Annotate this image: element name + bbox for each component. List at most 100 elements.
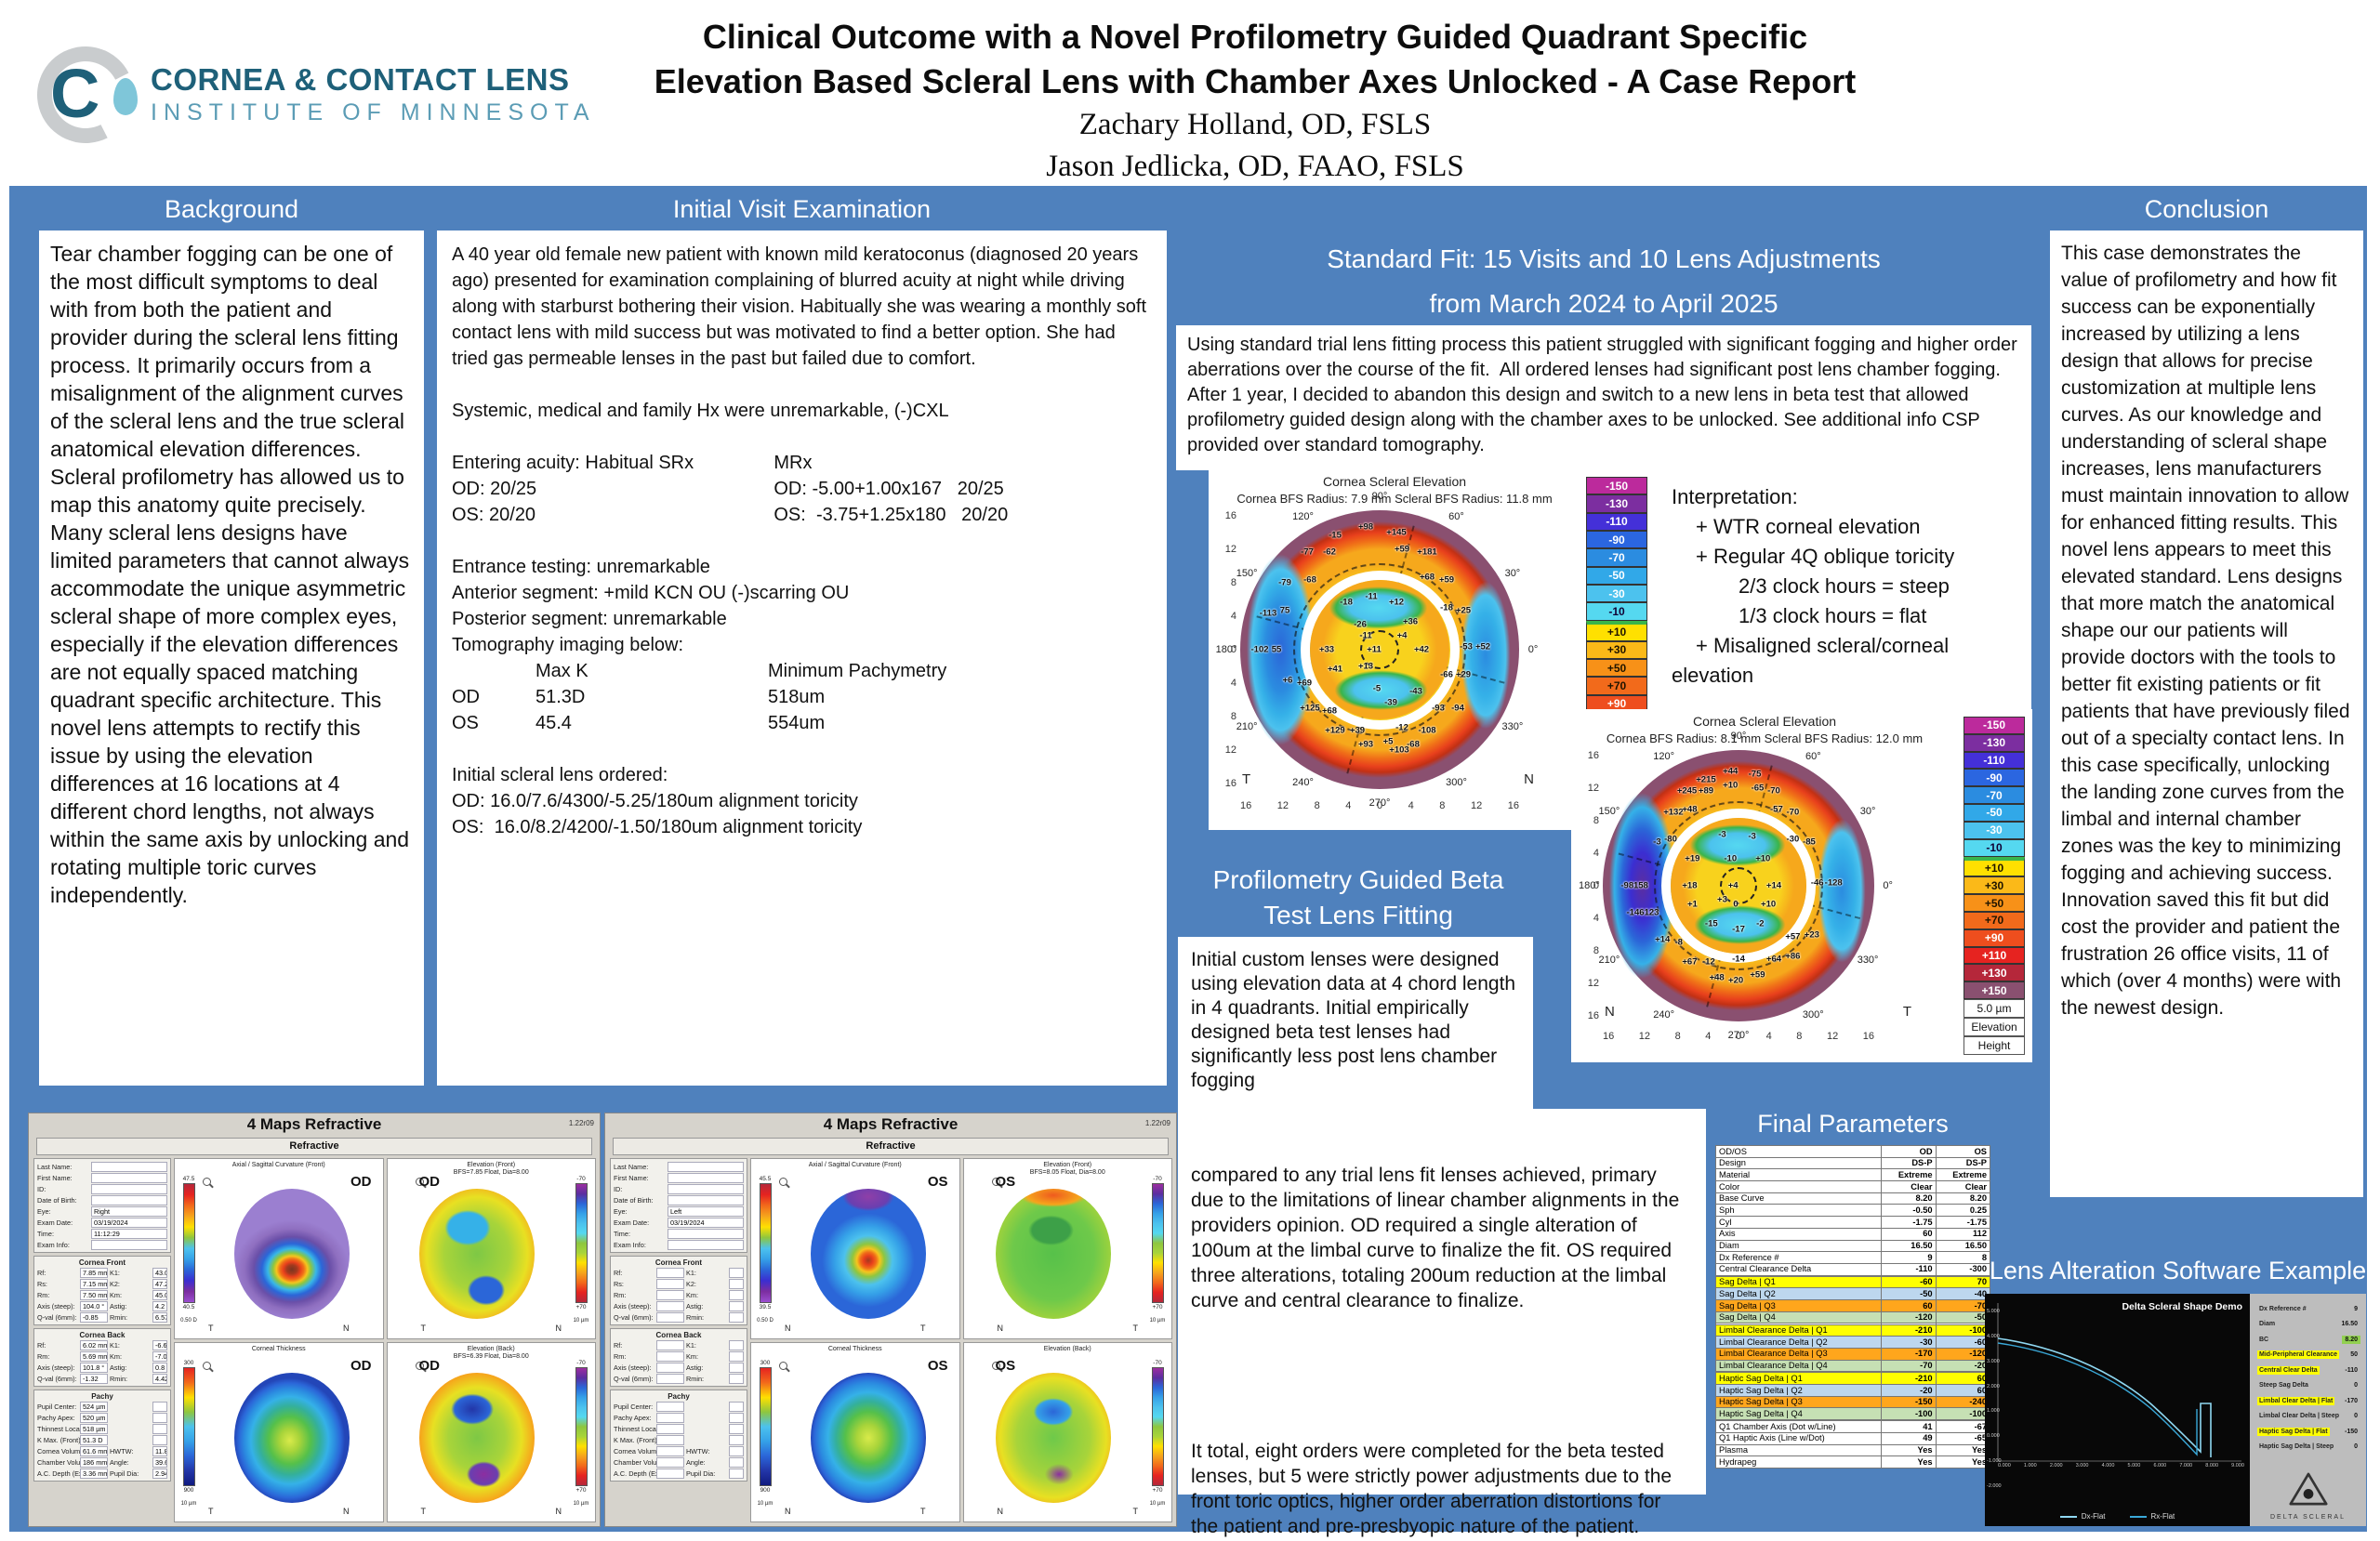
map-elevation-value: -77: [1301, 547, 1314, 558]
form-field: Exam Info:: [37, 1239, 167, 1250]
map-elevation-value: +4: [1396, 630, 1408, 641]
eye-label: OS: [927, 1174, 948, 1190]
map-elevation-value: -98: [1620, 880, 1634, 891]
initial-lens-order-lines: Initial scleral lens ordered: OD: 16.0/7.…: [452, 765, 863, 837]
eye-label: OD: [418, 1174, 441, 1190]
map-degree-label: 270°: [1727, 1029, 1750, 1041]
section-title-initial-visit: Initial Visit Examination: [672, 195, 932, 223]
mini-map-title: Elevation (Front) BFS=8.05 Float, Dia=8.0…: [1029, 1162, 1105, 1177]
final-parameters-row: [1714, 1419, 1991, 1422]
map-elevation-value: +48: [1709, 972, 1725, 983]
map-elevation-value: +48: [1682, 804, 1698, 815]
map2-nasal-letter: N: [1605, 1004, 1615, 1020]
mini-map-topography: [811, 1189, 926, 1319]
software-version: 1.22r09: [1144, 1119, 1170, 1127]
map-degree-label: 60°: [1805, 750, 1821, 762]
form-field: Eye: Right: [37, 1205, 167, 1217]
map-elevation-value: +52: [1474, 641, 1491, 652]
form-field: Pachy Apex:: [614, 1412, 744, 1423]
map-elevation-value: +5: [1382, 736, 1394, 747]
map-elevation-value: -3: [1748, 831, 1756, 842]
map-elevation-value: +57: [1785, 931, 1801, 942]
eye-label: OD: [418, 1357, 441, 1374]
map-elevation-value: -128: [1824, 877, 1843, 889]
map-degree-label: 120°: [1653, 750, 1675, 762]
final-parameters-row: Sag Delta | Q1 -60 70: [1714, 1275, 1991, 1289]
software-version: 1.22r09: [568, 1119, 594, 1127]
map-elevation-value: +86: [1785, 951, 1801, 962]
map-elevation-value: +39: [1349, 725, 1366, 736]
map-elevation-value: -79: [1278, 577, 1291, 588]
map-elevation-value: +59: [1438, 574, 1455, 586]
map-elevation-value: -43: [1409, 686, 1422, 697]
map2-title: Cornea Scleral Elevation: [1692, 714, 1837, 729]
delta-scleral-logo-text: DELTA SCLERAL: [2270, 1514, 2346, 1521]
form-field: Rm: Km:: [614, 1350, 744, 1362]
mini-map-title: Corneal Thickness: [251, 1345, 306, 1352]
form-field: Date of Birth:: [614, 1194, 744, 1205]
map-elevation-value: -5: [1372, 683, 1382, 694]
section-title-standard-fit-1: Standard Fit: 15 Visits and 10 Lens Adju…: [1327, 244, 1881, 273]
background-text: Tear chamber fogging can be one of the m…: [39, 230, 424, 1086]
poster-title-line1: Clinical Outcome with a Novel Profilomet…: [702, 18, 1808, 56]
interpretation-box: Interpretation: + WTR corneal elevation + …: [1655, 469, 2031, 748]
map-elevation-value: -57: [1770, 804, 1783, 815]
form-field: Last Name:: [614, 1161, 744, 1172]
mini-map-scale: 300 900 10 µm: [180, 1359, 197, 1508]
form-field: Rf: K1:: [614, 1267, 744, 1278]
mini-map-scale: -70 +70 10 µm: [1149, 1359, 1166, 1508]
final-parameters-row: Diam 16.50 16.50: [1714, 1239, 1991, 1253]
mini-map-topography: [418, 1372, 535, 1503]
map-elevation-value: +64: [1765, 954, 1782, 965]
final-parameters-row: [1714, 1274, 1991, 1277]
map-degree-label: 270°: [1368, 797, 1391, 809]
map-elevation-value: +125: [1300, 703, 1320, 714]
magnifier-icon: [203, 1361, 211, 1370]
software-field: Haptic Sag Delta | Steep 0: [2259, 1443, 2358, 1451]
final-parameters-row: Base Curve 8.20 8.20: [1714, 1192, 1991, 1205]
map-elevation-value: -17: [1732, 924, 1745, 935]
map-elevation-value: +11: [1367, 644, 1382, 655]
final-parameters-row: OD/OS OD OS: [1714, 1145, 1991, 1158]
map-elevation-value: -70: [1786, 807, 1800, 818]
software-field: Diam 16.50: [2259, 1321, 2358, 1328]
map-elevation-value: -26: [1354, 619, 1367, 630]
map-degree-label: 30°: [1504, 567, 1521, 579]
map-elevation-value: +19: [1685, 853, 1700, 864]
standard-fit-text: Using standard trial lens fitting proces…: [1176, 325, 2031, 470]
patient-info-form: Last Name: First Name: ID: Date of Birth: Ey…: [33, 1158, 171, 1522]
initial-visit-para1: A 40 year old female new patient with kn…: [452, 244, 1152, 369]
map-elevation-value: +18: [1682, 880, 1698, 891]
map1-topography: 0° 30° 60° 90° 120° 150° 180° 210° 240° 270° 300° 3…: [1216, 491, 1539, 809]
mini-map-scale: -70 +70 10 µm: [573, 1176, 589, 1324]
map-elevation-value: -85: [1803, 836, 1816, 848]
map-elevation-value: -68: [1407, 739, 1420, 750]
final-parameters-row: Limbal Clearance Delta | Q2 -30 -60: [1714, 1336, 1991, 1349]
software-field: Mid-Peripheral Clearance 50: [2257, 1350, 2358, 1360]
mini-map-topography: [995, 1372, 1111, 1503]
map-elevation-value: -8: [1674, 937, 1683, 948]
map-elevation-value: +13: [1357, 661, 1374, 672]
mini-map-title: Axial / Sagittal Curvature (Front): [231, 1162, 325, 1168]
map-elevation-value: -62: [1323, 547, 1336, 558]
map-elevation-value: +245: [1676, 785, 1698, 797]
four-maps-title: 4 Maps Refractive: [246, 1115, 382, 1133]
map2-subtitle: Cornea BFS Radius: 8.1 mm Scleral BFS Ra…: [1606, 731, 1924, 745]
magnifier-icon: [991, 1361, 1000, 1370]
four-maps-title: 4 Maps Refractive: [823, 1115, 959, 1133]
map-elevation-value: +23: [1804, 929, 1819, 941]
map-elevation-value: +68: [1419, 572, 1435, 583]
final-parameters-row: Limbal Clearance Delta | Q4 -70 -20: [1714, 1359, 1991, 1373]
form-field: A.C. Depth (Ext.): Pupil Dia:: [614, 1468, 744, 1479]
magnifier-icon: [203, 1178, 211, 1186]
map-elevation-value: -11: [1359, 630, 1372, 641]
mini-map-scale: -70 +70 10 µm: [573, 1359, 589, 1508]
map-degree-label: 90°: [1371, 491, 1388, 502]
map-elevation-value: -12: [1702, 956, 1715, 968]
form-field: Date of Birth:: [37, 1194, 167, 1205]
map-elevation-value: +67: [1682, 956, 1698, 968]
mini-map-title: Axial / Sagittal Curvature (Front): [808, 1162, 902, 1168]
